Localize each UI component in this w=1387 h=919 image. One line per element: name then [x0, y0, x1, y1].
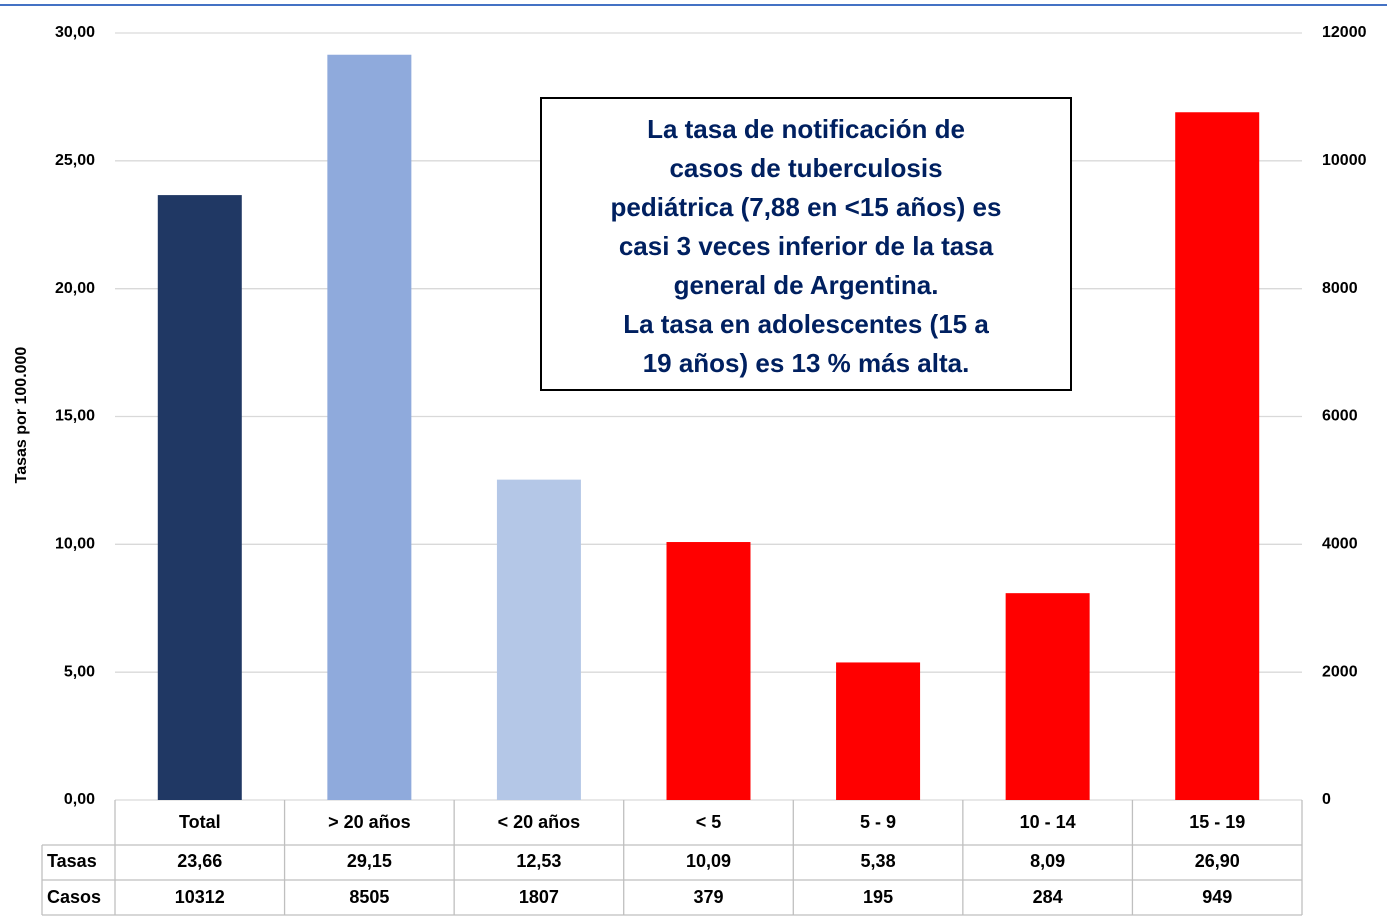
table-cell: 26,90: [1195, 851, 1240, 871]
bar: [327, 54, 412, 800]
table-cell: 195: [863, 887, 893, 907]
row-header: Casos: [47, 887, 101, 907]
x-tick-label: 5 - 9: [860, 812, 896, 832]
annotation-line: La tasa de notificación de: [647, 114, 965, 144]
annotation-box: [540, 97, 1072, 391]
annotation-line: casi 3 veces inferior de la tasa: [619, 231, 994, 261]
x-tick-label: 15 - 19: [1189, 812, 1245, 832]
table-cell: 1807: [519, 887, 559, 907]
bar: [157, 195, 242, 801]
annotation-line: 19 años) es 13 % más alta.: [643, 348, 970, 378]
bar: [666, 542, 751, 800]
row-header: Tasas: [47, 851, 97, 871]
table-cell: 29,15: [347, 851, 392, 871]
table-cell: 8505: [349, 887, 389, 907]
annotation-line: casos de tuberculosis: [669, 153, 942, 183]
y-tick-label: 25,00: [55, 152, 95, 169]
bar: [496, 479, 581, 800]
x-tick-label: > 20 años: [328, 812, 411, 832]
table-cell: 12,53: [516, 851, 561, 871]
table-cell: 5,38: [861, 851, 896, 871]
table-cell: 949: [1202, 887, 1232, 907]
x-tick-label: Total: [179, 812, 221, 832]
table-cell: 8,09: [1030, 851, 1065, 871]
bar: [1175, 112, 1260, 801]
table-cell: 379: [693, 887, 723, 907]
annotation-line: general de Argentina.: [674, 270, 939, 300]
y2-tick-label: 4000: [1322, 536, 1358, 553]
y-axis-label: Tasas por 100.000: [13, 347, 30, 484]
y2-tick-label: 8000: [1322, 280, 1358, 297]
y2-tick-label: 10000: [1322, 152, 1367, 169]
x-tick-label: < 5: [696, 812, 722, 832]
x-tick-label: < 20 años: [498, 812, 581, 832]
table-cell: 10312: [175, 887, 225, 907]
y-tick-label: 30,00: [55, 24, 95, 41]
y-tick-label: 5,00: [64, 663, 95, 680]
y-tick-label: 10,00: [55, 536, 95, 553]
y2-tick-label: 12000: [1322, 24, 1367, 41]
y-tick-label: 0,00: [64, 791, 95, 808]
bar: [836, 662, 921, 800]
annotation-line: La tasa en adolescentes (15 a: [623, 309, 989, 339]
y2-tick-label: 0: [1322, 791, 1331, 808]
y2-tick-label: 2000: [1322, 663, 1358, 680]
table-cell: 284: [1033, 887, 1063, 907]
bar: [1005, 593, 1090, 800]
table-cell: 23,66: [177, 851, 222, 871]
y-tick-label: 15,00: [55, 408, 95, 425]
y2-tick-label: 6000: [1322, 408, 1358, 425]
x-tick-label: 10 - 14: [1020, 812, 1076, 832]
y-tick-label: 20,00: [55, 280, 95, 297]
table-cell: 10,09: [686, 851, 731, 871]
annotation-line: pediátrica (7,88 en <15 años) es: [611, 192, 1002, 222]
